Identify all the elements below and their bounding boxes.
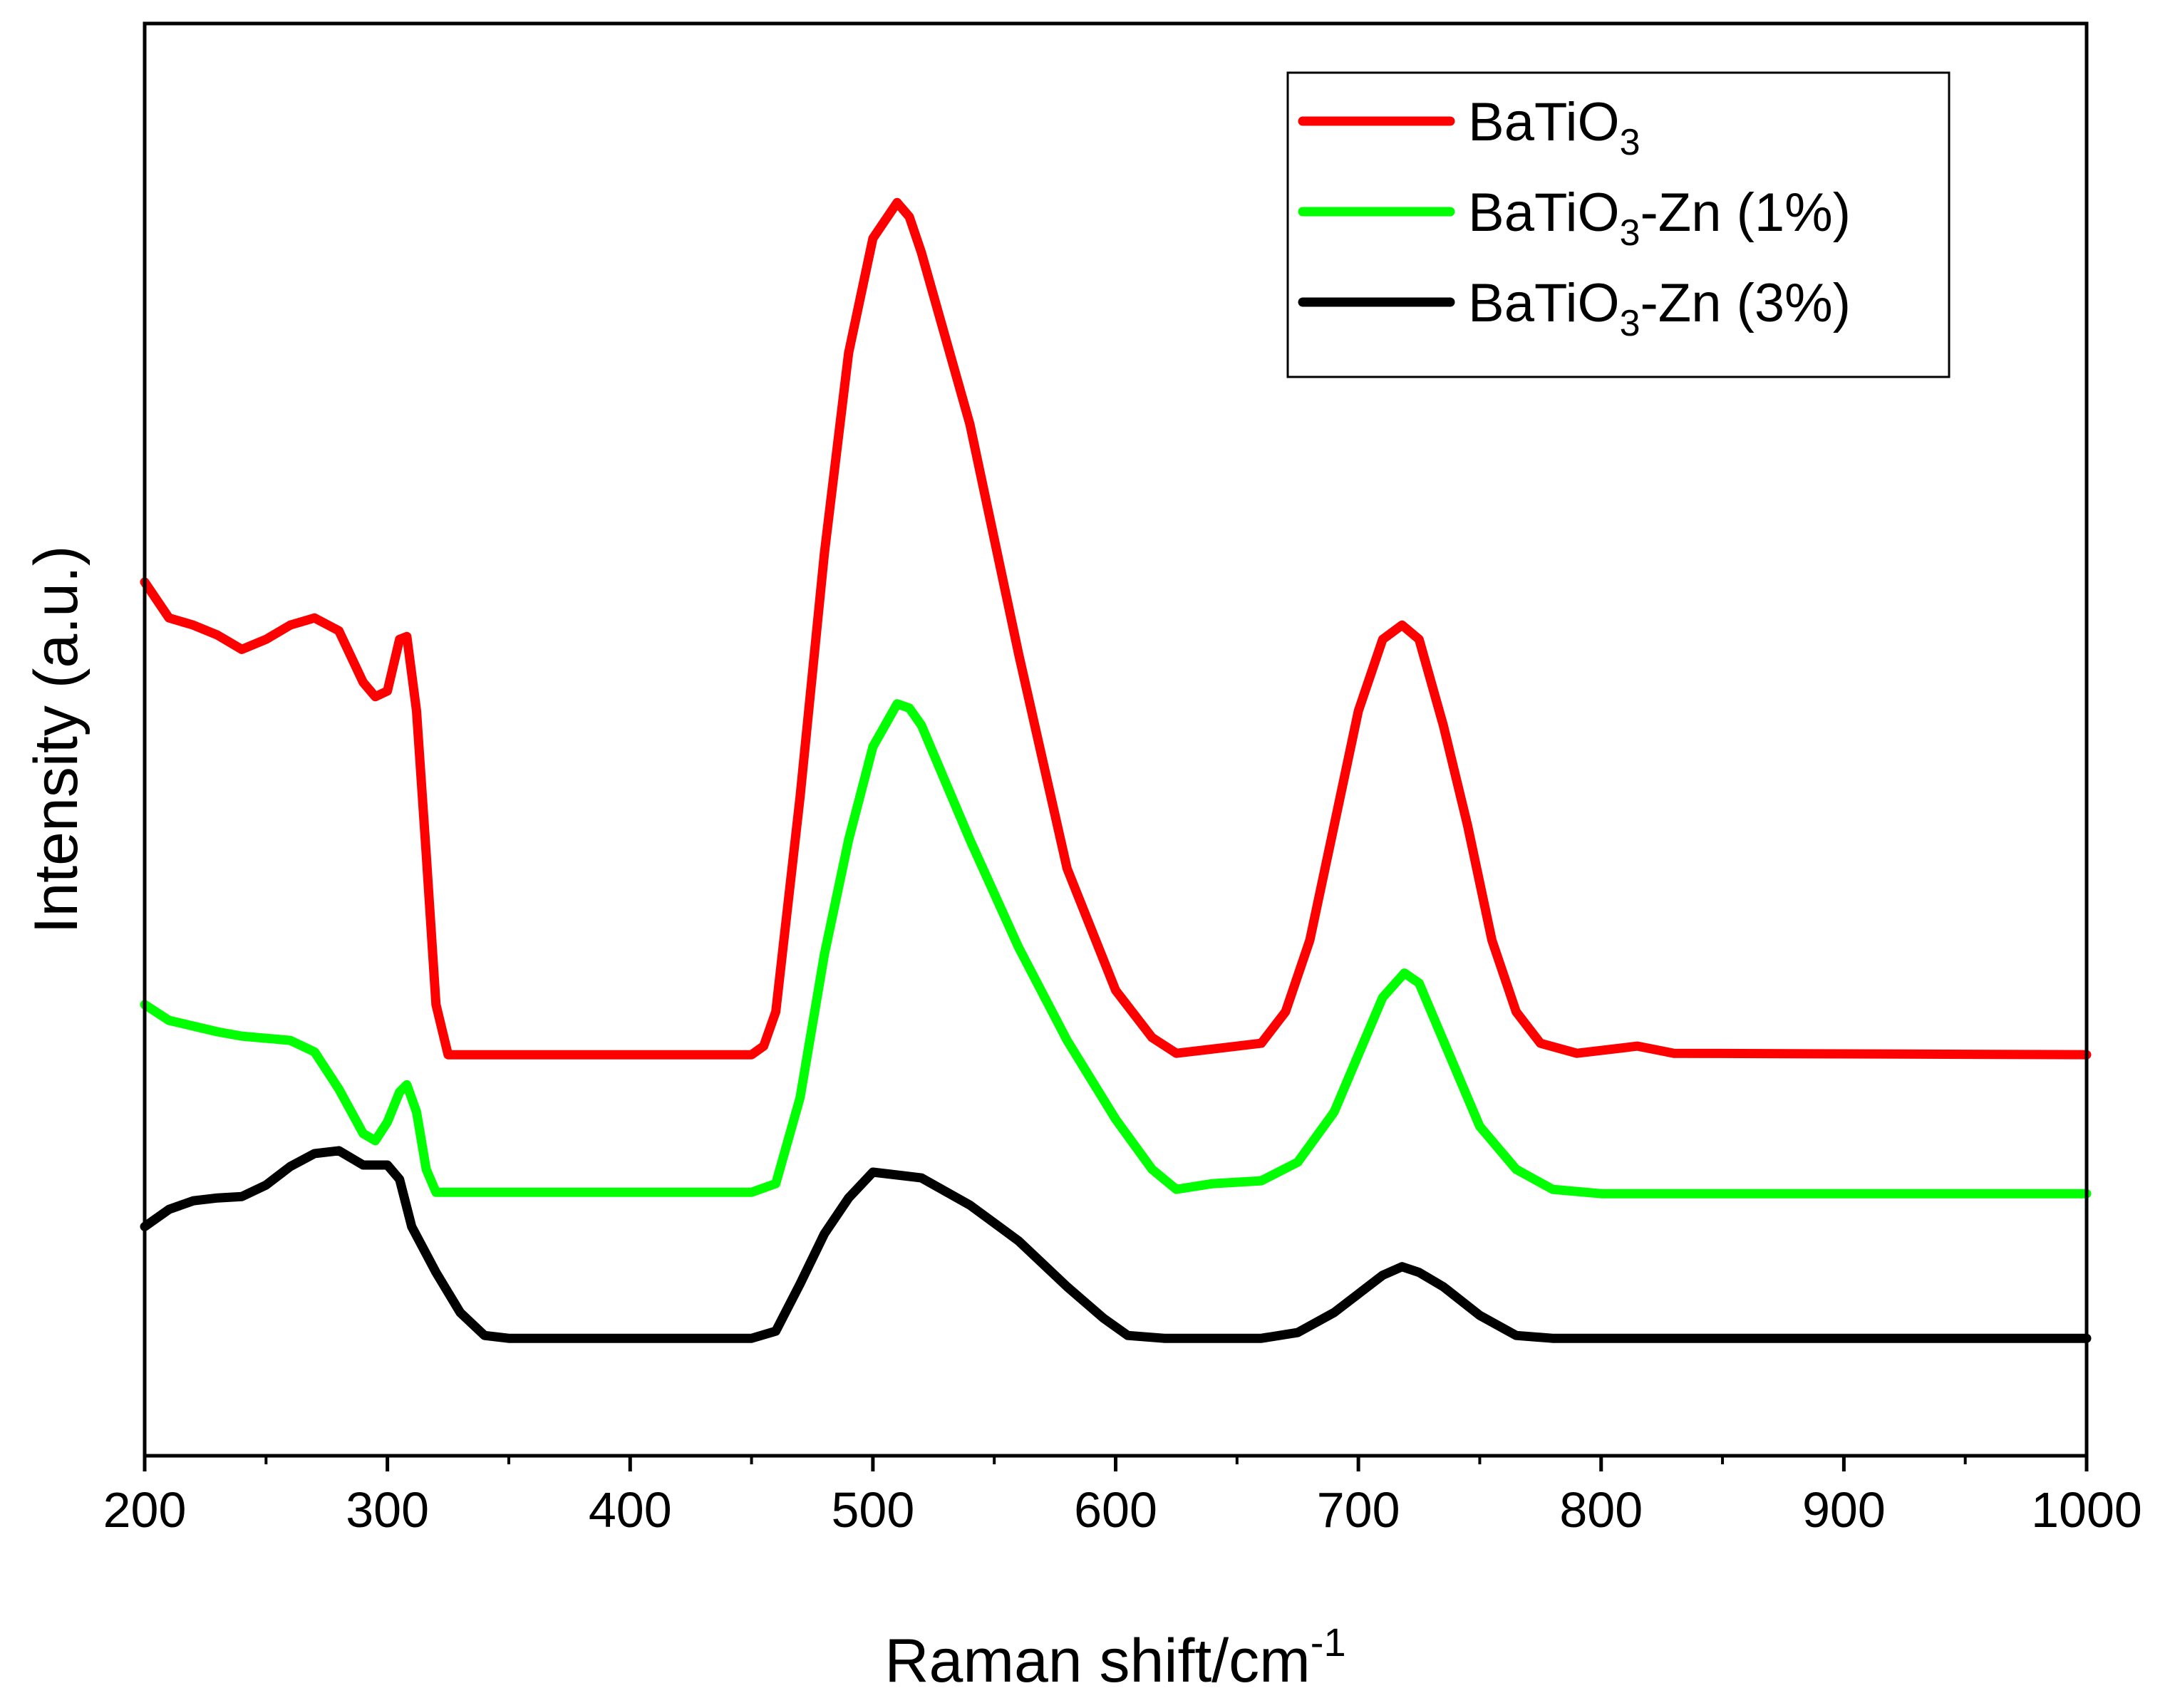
x-tick-label-300: 300: [346, 1482, 429, 1538]
legend: BaTiO3 BaTiO3-Zn (1%) BaTiO3-Zn (3%): [1286, 71, 1950, 378]
x-axis-title-main: Raman shift/cm: [884, 1627, 1310, 1695]
x-tick-label-900: 900: [1802, 1482, 1886, 1538]
x-tick-label-500: 500: [831, 1482, 914, 1538]
x-axis-title-superscript: -1: [1311, 1620, 1346, 1665]
x-axis-ticks: 200 300 400 500 600 700 800 900 1000: [103, 1456, 2142, 1538]
legend-label-1: BaTiO3: [1468, 92, 1640, 163]
legend-label-3: BaTiO3-Zn (3%): [1468, 273, 1851, 344]
x-tick-label-1000: 1000: [2031, 1482, 2142, 1538]
x-tick-label-800: 800: [1559, 1482, 1643, 1538]
x-tick-label-400: 400: [589, 1482, 672, 1538]
x-tick-label-200: 200: [103, 1482, 187, 1538]
series-line-2: [140, 699, 2092, 1199]
x-tick-label-700: 700: [1317, 1482, 1400, 1538]
series-layer: [140, 197, 2092, 1343]
x-tick-label-600: 600: [1074, 1482, 1157, 1538]
y-axis-title: Intensity (a.u.): [22, 546, 91, 934]
x-axis-title: Raman shift/cm-1: [884, 1620, 1345, 1695]
series-line-3: [140, 1146, 2092, 1343]
legend-label-2: BaTiO3-Zn (1%): [1468, 182, 1851, 254]
series-line-1: [140, 197, 2092, 1060]
